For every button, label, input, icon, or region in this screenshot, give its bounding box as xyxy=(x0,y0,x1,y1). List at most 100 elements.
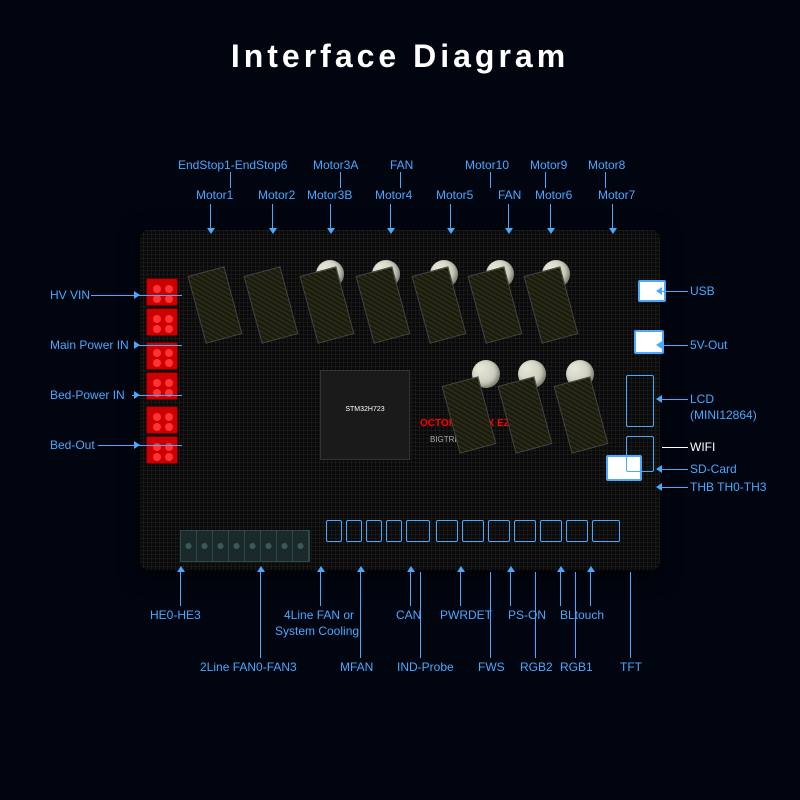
callout-label: Motor3B xyxy=(307,188,352,202)
callout-label: CAN xyxy=(396,608,421,622)
arrow-icon xyxy=(387,228,395,234)
port-highlight xyxy=(540,520,562,542)
callout-line xyxy=(230,172,231,188)
power-connector xyxy=(146,308,178,336)
arrow-icon xyxy=(177,566,185,572)
callout-label: 5V-Out xyxy=(690,338,727,352)
callout-label: Motor9 xyxy=(530,158,567,172)
callout-line xyxy=(662,469,688,470)
arrow-icon xyxy=(134,291,140,299)
power-connector xyxy=(146,436,178,464)
driver-slot xyxy=(356,266,411,343)
arrow-icon xyxy=(269,228,277,234)
callout-label: TFT xyxy=(620,660,642,674)
port-highlight xyxy=(366,520,382,542)
callout-label: Motor2 xyxy=(258,188,295,202)
driver-slot xyxy=(412,266,467,343)
power-connector xyxy=(146,406,178,434)
callout-label: 2Line FAN0-FAN3 xyxy=(200,660,297,674)
port-highlight xyxy=(566,520,588,542)
callout-line xyxy=(320,572,321,606)
callout-line xyxy=(330,204,331,228)
callout-label: Motor7 xyxy=(598,188,635,202)
callout-line xyxy=(490,572,491,658)
callout-label: Motor10 xyxy=(465,158,509,172)
callout-line xyxy=(605,172,606,188)
callout-label: Main Power IN xyxy=(50,338,129,352)
callout-line xyxy=(410,572,411,606)
callout-line xyxy=(510,572,511,606)
callout-label: EndStop1-EndStop6 xyxy=(178,158,287,172)
port-highlight xyxy=(626,436,654,472)
power-connector xyxy=(146,278,178,306)
driver-slot xyxy=(300,266,355,343)
callout-label: RGB1 xyxy=(560,660,593,674)
callout-label: FAN xyxy=(498,188,521,202)
callout-line xyxy=(550,204,551,228)
callout-label: THB TH0-TH3 xyxy=(690,480,766,494)
port-highlight xyxy=(436,520,458,542)
callout-label: Motor5 xyxy=(436,188,473,202)
callout-label: PS-ON xyxy=(508,608,546,622)
pcb-board: STM32H723 OCTOPUS MAX EZ V1.0 BIGTREETEC… xyxy=(140,230,660,570)
arrow-icon xyxy=(587,566,595,572)
arrow-icon xyxy=(327,228,335,234)
arrow-icon xyxy=(317,566,325,572)
driver-slot xyxy=(524,266,579,343)
callout-label: Motor6 xyxy=(535,188,572,202)
callout-label: Bed-Out xyxy=(50,438,95,452)
callout-label: RGB2 xyxy=(520,660,553,674)
callout-line xyxy=(420,572,421,658)
callout-label: FAN xyxy=(390,158,413,172)
callout-label: System Cooling xyxy=(275,624,359,638)
arrow-icon xyxy=(134,341,140,349)
power-connector xyxy=(146,342,178,370)
callout-label: FWS xyxy=(478,660,505,674)
callout-line xyxy=(138,345,182,346)
callout-line xyxy=(612,204,613,228)
arrow-icon xyxy=(447,228,455,234)
callout-line xyxy=(360,572,361,658)
driver-slot xyxy=(468,266,523,343)
callout-label: BLtouch xyxy=(560,608,604,622)
arrow-icon xyxy=(407,566,415,572)
mcu-label: STM32H723 xyxy=(321,371,409,413)
arrow-icon xyxy=(134,391,140,399)
driver-slot xyxy=(188,266,243,343)
callout-label: IND-Probe xyxy=(397,660,454,674)
callout-line xyxy=(590,572,591,606)
arrow-icon xyxy=(547,228,555,234)
callout-line xyxy=(210,204,211,228)
arrow-icon xyxy=(656,483,662,491)
callout-line xyxy=(390,204,391,228)
callout-line xyxy=(662,291,688,292)
callout-label: Motor3A xyxy=(313,158,358,172)
arrow-icon xyxy=(207,228,215,234)
callout-line xyxy=(662,447,688,448)
mcu-chip: STM32H723 xyxy=(320,370,410,460)
callout-line xyxy=(662,399,688,400)
port-highlight xyxy=(386,520,402,542)
arrow-icon xyxy=(357,566,365,572)
arrow-icon xyxy=(656,341,662,349)
port-highlight xyxy=(346,520,362,542)
port-highlight xyxy=(326,520,342,542)
callout-line xyxy=(545,172,546,188)
callout-line xyxy=(450,204,451,228)
callout-label: PWRDET xyxy=(440,608,492,622)
arrow-icon xyxy=(656,287,662,295)
callout-line xyxy=(662,345,688,346)
port-highlight xyxy=(514,520,536,542)
arrow-icon xyxy=(557,566,565,572)
driver-slot xyxy=(244,266,299,343)
callout-line xyxy=(180,572,181,606)
driver-slot xyxy=(498,376,553,453)
callout-label: 4Line FAN or xyxy=(284,608,354,622)
callout-line xyxy=(662,487,688,488)
callout-line xyxy=(272,204,273,228)
callout-label: Motor4 xyxy=(375,188,412,202)
arrow-icon xyxy=(457,566,465,572)
callout-label: (MINI12864) xyxy=(690,408,757,422)
arrow-icon xyxy=(656,465,662,473)
arrow-icon xyxy=(134,441,140,449)
